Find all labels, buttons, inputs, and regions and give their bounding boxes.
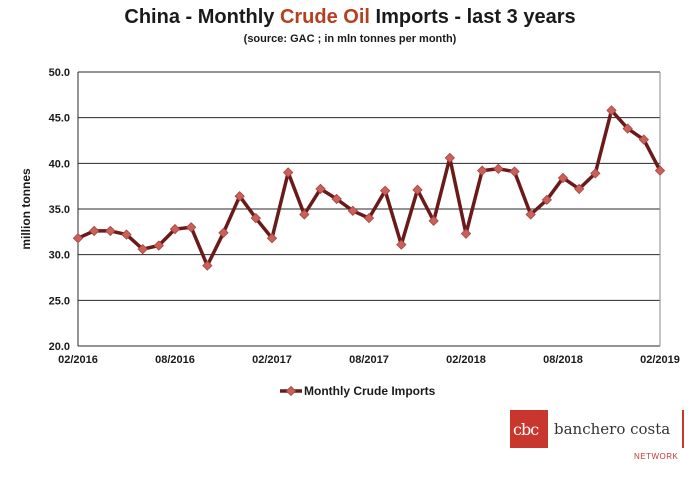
chart-title-block: China - Monthly Crude Oil Imports - last…	[0, 6, 700, 45]
data-point	[460, 228, 472, 239]
data-point	[137, 244, 148, 255]
x-tick-label: 02/2019	[640, 354, 680, 366]
y-tick-label: 40.0	[49, 158, 70, 170]
y-tick-label: 30.0	[49, 250, 70, 262]
data-point	[331, 193, 342, 205]
data-point	[590, 168, 601, 179]
legend-label: Monthly Crude Imports	[304, 384, 436, 398]
y-axis-label: million tonnes	[19, 168, 33, 250]
data-point	[266, 233, 278, 244]
y-tick-label: 35.0	[49, 204, 70, 216]
title-suffix: Imports - last 3 years	[369, 6, 576, 28]
x-tick-label: 02/2018	[446, 354, 486, 366]
data-point	[283, 167, 294, 178]
logo-tagline: NETWORK	[634, 452, 679, 461]
data-point	[121, 229, 132, 240]
y-tick-label: 20.0	[49, 341, 70, 353]
data-point	[234, 191, 245, 202]
x-tick-label: 02/2017	[252, 354, 292, 366]
logo-mark: cbc	[510, 410, 548, 448]
x-tick-label: 08/2017	[349, 354, 389, 366]
logo-name: banchero costa	[554, 420, 671, 438]
data-point	[428, 215, 439, 227]
legend-marker	[285, 385, 297, 397]
data-point	[380, 185, 391, 196]
x-tick-label: 08/2016	[155, 354, 195, 366]
data-point	[606, 105, 617, 116]
data-point	[105, 225, 116, 237]
logo-divider	[682, 410, 684, 448]
series-line	[77, 108, 662, 268]
x-tick-label: 08/2018	[543, 354, 583, 366]
data-point	[89, 225, 100, 237]
data-point	[638, 134, 649, 145]
data-point	[299, 209, 310, 220]
company-logo: cbc banchero costa NETWORK	[510, 408, 690, 464]
data-point	[202, 260, 213, 271]
data-point	[169, 223, 181, 235]
data-point	[396, 239, 407, 250]
data-point	[541, 194, 552, 206]
data-point	[622, 123, 633, 134]
data-point	[412, 184, 423, 195]
data-point	[557, 172, 569, 184]
data-point	[363, 212, 375, 224]
y-tick-label: 45.0	[49, 113, 70, 125]
title-prefix: China - Monthly	[124, 6, 280, 28]
chart-subtitle: (source: GAC ; in mln tonnes per month)	[243, 33, 457, 45]
data-point	[347, 205, 358, 216]
data-point	[250, 212, 261, 224]
data-point	[315, 183, 326, 195]
data-point	[186, 222, 197, 233]
data-point	[218, 227, 229, 238]
title-highlight: Crude Oil	[279, 6, 370, 28]
data-point	[72, 233, 84, 244]
data-point	[654, 165, 666, 176]
data-point	[509, 166, 520, 177]
data-point	[525, 209, 536, 220]
chart-title: China - Monthly Crude Oil Imports - last…	[0, 6, 700, 29]
y-tick-label: 25.0	[49, 295, 70, 307]
data-point	[574, 183, 585, 195]
y-tick-label: 50.0	[49, 67, 70, 79]
x-tick-label: 02/2016	[58, 354, 98, 366]
logo-mark-text: cbc	[513, 420, 539, 439]
data-point	[493, 163, 504, 174]
data-point	[444, 152, 455, 164]
data-point	[153, 240, 164, 251]
data-point	[477, 165, 488, 176]
